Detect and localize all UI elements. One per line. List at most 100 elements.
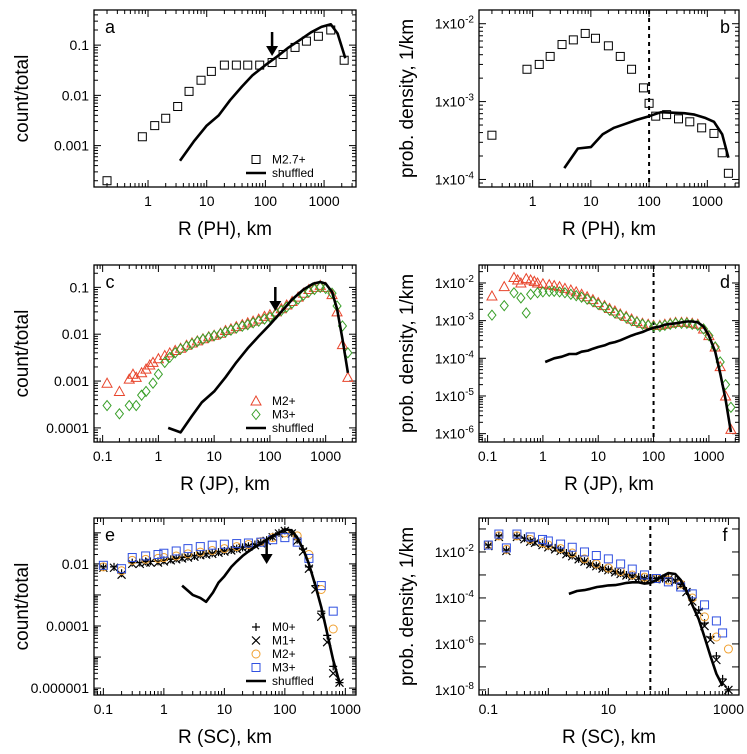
legend-swatch xyxy=(252,623,260,631)
data-point xyxy=(342,371,354,382)
data-point xyxy=(102,399,112,412)
data-point xyxy=(153,368,164,381)
data-point xyxy=(487,130,497,140)
data-point xyxy=(576,291,587,303)
data-point xyxy=(117,564,127,574)
data-point xyxy=(717,148,727,158)
y-tick-label: 1x10-4 xyxy=(435,170,475,187)
x-axis-title: R (SC), km xyxy=(562,727,656,748)
data-point xyxy=(724,685,733,695)
panel-b: 1 10 100 1000 1x10-4 1x10-3 1x10-2 R (PH), km pr… xyxy=(397,9,740,240)
legend-label: shuffled xyxy=(272,421,314,435)
y-tick-label: 1x10-2 xyxy=(435,15,475,32)
data-point xyxy=(147,356,159,367)
data-point xyxy=(626,314,637,327)
data-point xyxy=(697,123,707,133)
data-point xyxy=(700,612,710,622)
data-point xyxy=(725,423,737,434)
data-point xyxy=(512,529,522,539)
data-point xyxy=(196,75,206,85)
plot-frame xyxy=(93,9,357,188)
data-point xyxy=(530,538,540,548)
x-tick-label: 1000 xyxy=(692,193,723,209)
minor-ticks xyxy=(94,9,356,187)
data-point xyxy=(615,309,625,321)
x-tick-label: 1 xyxy=(154,448,162,464)
panel-letter: c xyxy=(106,272,115,292)
x-tick-label: 1000 xyxy=(308,193,339,209)
data-point xyxy=(603,563,613,573)
series-m3- xyxy=(98,533,338,616)
data-point xyxy=(141,385,151,398)
data-point xyxy=(172,554,181,563)
data-point xyxy=(192,335,203,348)
data-point xyxy=(501,543,511,553)
minor-ticks xyxy=(479,10,739,188)
x-tick-label: 0.1 xyxy=(479,701,499,717)
data-point xyxy=(700,600,710,610)
data-point xyxy=(206,66,216,76)
data-point xyxy=(568,35,578,45)
data-point xyxy=(280,533,290,543)
y-tick-label: 1x10-6 xyxy=(435,635,475,652)
data-point xyxy=(487,309,497,321)
series-shuffled xyxy=(563,110,730,169)
data-point xyxy=(127,553,137,563)
data-point xyxy=(532,286,543,299)
x-tick-label: 1000 xyxy=(713,701,744,717)
y-tick-label: 1x10-5 xyxy=(435,387,475,404)
panel-c: 0.1 1 10 100 1000 0.0001 0.001 0.01 0.1 R (JP), k… xyxy=(12,264,357,495)
data-point xyxy=(237,320,247,333)
data-point xyxy=(610,307,620,319)
plot-area xyxy=(101,279,354,434)
panel-d: 0.1 1 10 100 1000 1x10-6 1x10-5 1x10-4 1x10-3 1x1… xyxy=(397,264,740,495)
data-point xyxy=(685,117,695,127)
series-shuffled xyxy=(544,320,733,433)
data-point xyxy=(143,358,156,370)
data-point xyxy=(117,569,126,578)
data-point xyxy=(113,385,126,396)
data-point xyxy=(502,546,511,555)
data-point xyxy=(571,289,581,302)
data-point xyxy=(131,399,141,412)
panel-letter: d xyxy=(720,272,730,292)
legend-label: M0+ xyxy=(272,620,296,634)
legend-label: shuffled xyxy=(272,674,314,688)
data-point xyxy=(638,83,648,93)
series-m3- xyxy=(487,285,736,414)
panel-f: 0.1 10 1000 1x10-8 1x10-6 1x10-4 1x10-2 R (SC),… xyxy=(397,517,744,748)
data-point xyxy=(101,377,113,388)
data-point xyxy=(243,318,253,331)
data-point xyxy=(98,560,108,570)
data-point xyxy=(484,541,493,550)
threshold-arrow xyxy=(266,32,279,56)
series-shuffled xyxy=(178,23,347,162)
data-point xyxy=(616,569,626,579)
x-tick-label: 1 xyxy=(160,701,168,717)
data-point xyxy=(712,651,721,660)
data-point xyxy=(328,624,338,634)
data-point xyxy=(603,554,613,564)
series-shuffled xyxy=(167,280,350,434)
data-point xyxy=(521,307,531,319)
y-tick-label: 1x10-8 xyxy=(435,681,475,698)
y-axis-title: count/total xyxy=(12,563,33,651)
y-axis-title: count/total xyxy=(12,310,33,398)
x-tick-label: 1 xyxy=(529,193,537,209)
data-point xyxy=(543,536,553,546)
series-m3- xyxy=(102,281,353,420)
data-point xyxy=(135,366,148,378)
panel-letter: b xyxy=(720,17,730,37)
data-point xyxy=(183,544,193,554)
data-point xyxy=(161,113,171,123)
data-point xyxy=(648,320,659,333)
data-point xyxy=(494,532,504,542)
plot-frame xyxy=(93,517,357,696)
data-point xyxy=(301,36,311,46)
data-point xyxy=(265,311,275,324)
data-point xyxy=(165,351,175,364)
data-point xyxy=(110,562,119,571)
y-axis-title: prob. density, 1/km xyxy=(397,274,418,433)
x-axis-title: R (JP), km xyxy=(180,474,270,495)
